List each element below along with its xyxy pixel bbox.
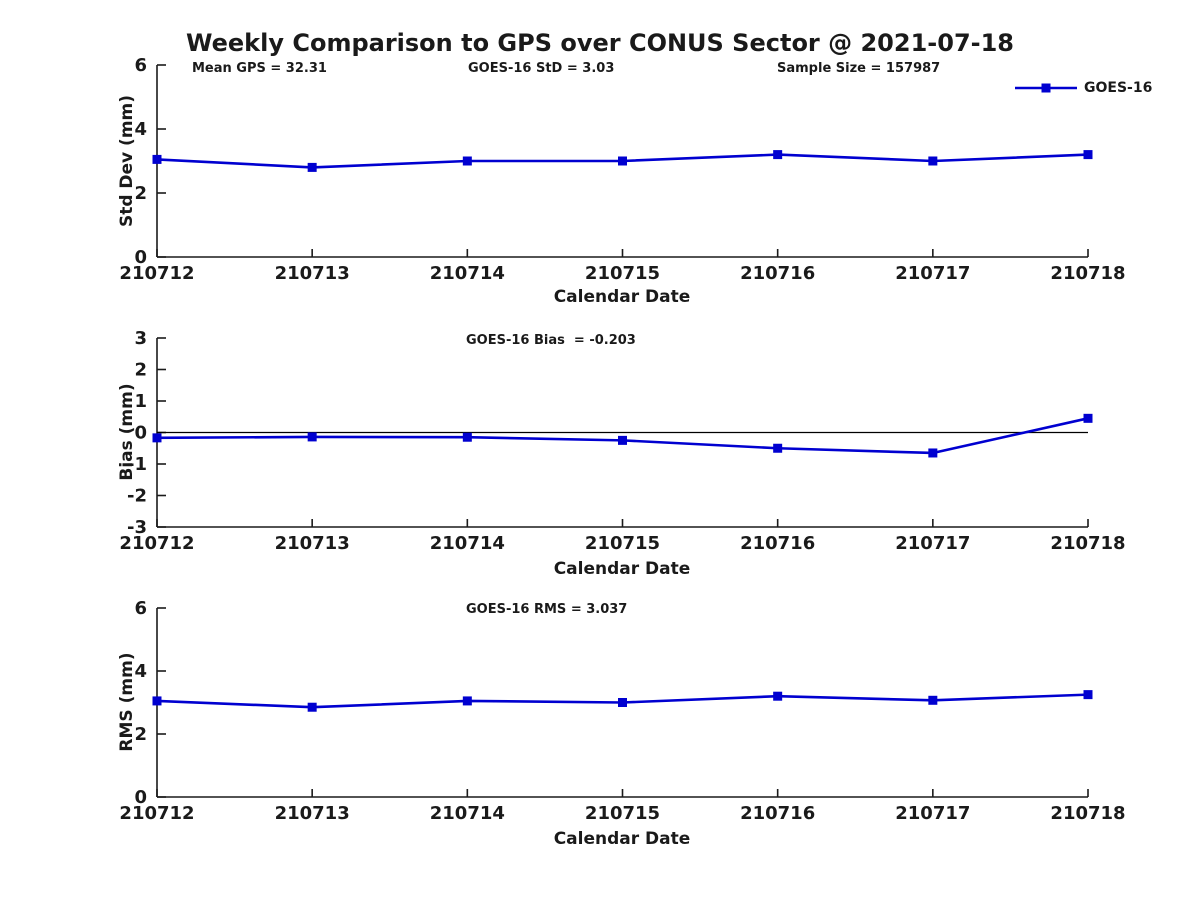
y-tick-label: 0: [134, 787, 147, 808]
xlabel-calendar-date-bottom: Calendar Date: [553, 829, 691, 849]
data-point-marker: [1083, 150, 1093, 160]
annotation-goes16-rms: GOES-16 RMS = 3.037: [466, 602, 628, 617]
x-tick-label: 210716: [740, 803, 815, 824]
y-tick-label: 6: [134, 55, 147, 76]
x-tick-label: 210717: [895, 533, 970, 554]
data-point-marker: [928, 156, 938, 166]
y-tick-label: 0: [134, 423, 147, 444]
xlabel-calendar-date-top: Calendar Date: [553, 287, 691, 307]
ylabel-bias: Bias (mm): [117, 383, 137, 481]
y-tick-label: 0: [134, 247, 147, 268]
y-tick-label: 3: [134, 328, 147, 349]
data-point-marker: [462, 432, 472, 442]
y-tick-label: 2: [134, 360, 147, 381]
x-tick-label: 210712: [119, 263, 194, 284]
x-tick-label: 210715: [585, 263, 660, 284]
y-tick-label: -2: [127, 486, 147, 507]
data-point-marker: [462, 156, 472, 166]
x-tick-label: 210717: [895, 263, 970, 284]
y-tick-label: -3: [127, 517, 147, 538]
y-tick-label: 4: [134, 661, 147, 682]
annotation-mean-gps: Mean GPS = 32.31: [192, 61, 327, 76]
data-point-marker: [462, 696, 472, 706]
data-point-marker: [1083, 413, 1093, 423]
annotation-goes16-std: GOES-16 StD = 3.03: [468, 61, 615, 76]
x-tick-label: 210715: [585, 803, 660, 824]
x-tick-label: 210718: [1050, 263, 1125, 284]
data-point-marker: [773, 443, 783, 453]
x-tick-label: 210713: [275, 533, 350, 554]
x-tick-label: 210718: [1050, 533, 1125, 554]
trend-line: [156, 417, 1089, 455]
data-point-marker: [152, 154, 162, 164]
y-tick-label: 2: [134, 724, 147, 745]
data-point-marker: [773, 150, 783, 160]
chart-title: Weekly Comparison to GPS over CONUS Sect…: [185, 29, 1014, 57]
annotation-sample-size: Sample Size = 157987: [777, 61, 941, 76]
legend-marker-icon: [1041, 83, 1051, 93]
data-point-marker: [307, 432, 317, 442]
data-point-marker: [1083, 690, 1093, 700]
data-point-marker: [152, 696, 162, 706]
ylabel-rms: RMS (mm): [117, 652, 137, 752]
annotation-goes16-bias: GOES-16 Bias = -0.203: [466, 333, 636, 348]
x-tick-label: 210717: [895, 803, 970, 824]
x-tick-label: 210713: [275, 803, 350, 824]
y-tick-label: 1: [134, 391, 147, 412]
y-tick-label: 6: [134, 598, 147, 619]
x-tick-label: 210714: [430, 263, 505, 284]
legend-label: GOES-16: [1084, 80, 1153, 96]
data-point-marker: [773, 691, 783, 701]
data-point-marker: [928, 448, 938, 458]
xlabel-calendar-date-middle: Calendar Date: [553, 559, 691, 579]
x-tick-label: 210718: [1050, 803, 1125, 824]
x-tick-label: 210716: [740, 263, 815, 284]
data-point-marker: [307, 702, 317, 712]
x-tick-label: 210714: [430, 533, 505, 554]
data-point-marker: [618, 435, 627, 445]
data-point-marker: [618, 698, 627, 707]
y-tick-label: 2: [134, 183, 147, 204]
data-point-marker: [618, 156, 627, 166]
x-tick-label: 210716: [740, 533, 815, 554]
ylabel-std-dev: Std Dev (mm): [117, 94, 137, 228]
x-tick-label: 210712: [119, 803, 194, 824]
x-tick-label: 210714: [430, 803, 505, 824]
data-point-marker: [152, 433, 162, 443]
x-tick-label: 210715: [585, 533, 660, 554]
x-tick-label: 210712: [119, 533, 194, 554]
data-point-marker: [928, 695, 938, 705]
data-point-marker: [307, 162, 317, 172]
y-tick-label: 4: [134, 119, 147, 140]
x-tick-label: 210713: [275, 263, 350, 284]
y-tick-label: -1: [127, 454, 147, 475]
